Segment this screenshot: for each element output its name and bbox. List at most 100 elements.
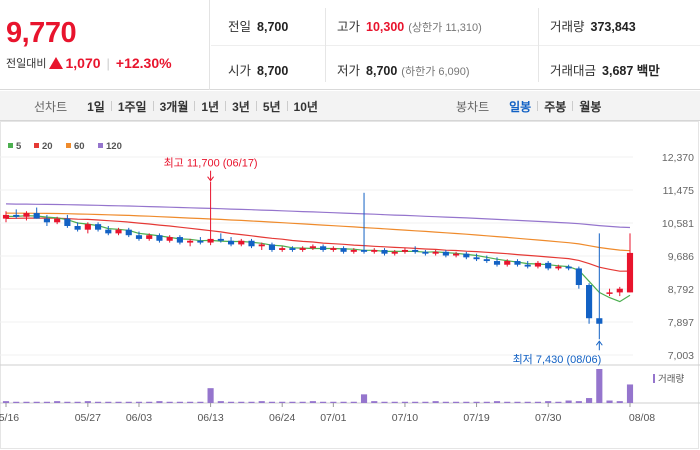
candle-body xyxy=(2,214,10,219)
legend-swatch xyxy=(34,143,39,148)
chart-period-tabbar: 선차트 1일 1주일 3개월 1년 3년 5년 10년 봉차트 일봉 주봉 월봉 xyxy=(0,91,700,121)
legend-label: 5 xyxy=(16,141,22,152)
candle-body xyxy=(626,252,634,293)
change-percent: +12.30% xyxy=(115,55,172,71)
candle-body xyxy=(217,238,224,241)
volume-bar xyxy=(125,401,132,403)
line-period-tab-2[interactable]: 3개월 xyxy=(159,99,189,114)
candle-period-tab-2[interactable]: 월봉 xyxy=(579,99,602,114)
line-period-tab-6[interactable]: 10년 xyxy=(293,99,318,114)
volume-bar xyxy=(330,401,337,403)
candle-body xyxy=(514,261,521,265)
candle-body xyxy=(279,248,286,250)
low-arrow-head xyxy=(595,340,603,346)
volume-bar xyxy=(268,401,276,403)
candle-body xyxy=(320,246,327,250)
y-tick-label: 7,897 xyxy=(668,317,694,329)
current-price: 9,770 xyxy=(6,17,77,49)
amount-value: 3,687 백만 xyxy=(602,64,660,78)
x-tick-label: 06/13 xyxy=(197,412,223,424)
current-price-box: 9,770 전일대비 1,070 | +12.30% xyxy=(0,0,210,90)
candlestick-chart-svg: 12,370 11,475 10,581 9,686 8,792 7,897 7,003 05… xyxy=(0,121,700,449)
volume-bar xyxy=(64,401,71,403)
line-period-tab-4[interactable]: 3년 xyxy=(232,99,250,114)
line-period-tab-0[interactable]: 1일 xyxy=(87,99,105,114)
tab-separator xyxy=(572,101,574,111)
ma20-line xyxy=(5,217,631,272)
candle-body xyxy=(596,318,603,324)
candle-chart-tabs: 봉차트 일봉 주봉 월봉 xyxy=(456,91,607,121)
volume-bar xyxy=(606,400,613,403)
candle-body xyxy=(105,229,112,234)
candle-body xyxy=(309,246,316,249)
tab-separator xyxy=(255,101,257,111)
legend-label: 60 xyxy=(74,141,85,152)
volume-bar xyxy=(545,401,552,403)
candle-body xyxy=(187,240,194,243)
volume-bar xyxy=(371,401,378,403)
tab-separator xyxy=(286,101,288,111)
volume-bar xyxy=(412,401,419,403)
candle-body xyxy=(176,237,183,243)
x-tick-label: 07/30 xyxy=(535,412,561,424)
volume-bar xyxy=(350,401,357,403)
volume-label: 거래량 xyxy=(550,20,585,34)
x-tick-label: 06/03 xyxy=(126,412,152,424)
ma5-line xyxy=(6,215,631,303)
volume-bar xyxy=(135,401,143,403)
candle-body xyxy=(13,214,20,217)
high-value: 10,300 xyxy=(366,20,405,34)
volume-bar xyxy=(626,384,634,403)
volume-bar xyxy=(616,401,623,403)
candle-body xyxy=(238,240,245,245)
y-tick-label: 11,475 xyxy=(663,185,694,197)
line-period-tab-3[interactable]: 1년 xyxy=(201,99,220,114)
volume-bar xyxy=(13,401,20,403)
y-tick-label: 10,581 xyxy=(662,218,694,230)
candle-body xyxy=(442,251,449,256)
candle-body xyxy=(197,240,204,243)
candle-body xyxy=(330,248,337,250)
volume-bar xyxy=(555,401,562,403)
y-tick-label: 8,792 xyxy=(668,284,694,296)
candle-body xyxy=(371,249,378,252)
stock-chart: 12,370 11,475 10,581 9,686 8,792 7,897 7,003 05… xyxy=(0,121,700,450)
candle-body xyxy=(616,288,623,293)
x-tick-label: 08/08 xyxy=(629,412,655,424)
volume-bar xyxy=(227,401,235,403)
candle-period-tab-0[interactable]: 일봉 xyxy=(509,99,532,114)
column-divider xyxy=(538,8,539,82)
line-chart-label: 선차트 xyxy=(34,99,68,114)
up-arrow-icon xyxy=(49,57,64,69)
candle-body xyxy=(289,248,296,250)
volume-bar xyxy=(432,401,439,403)
price-summary: 9,770 전일대비 1,070 | +12.30% 전일 8,700 고가 10,… xyxy=(0,0,700,90)
lower-limit: (하한가 6,090) xyxy=(401,66,470,78)
volume-bar xyxy=(146,401,153,403)
candle-body xyxy=(23,213,30,217)
volume-bar xyxy=(279,401,286,403)
volume-bar xyxy=(105,401,112,403)
volume-bar xyxy=(442,401,449,403)
candle-body xyxy=(606,292,613,294)
candle-body xyxy=(207,238,214,243)
line-period-tab-5[interactable]: 5년 xyxy=(262,99,281,114)
volume-bar xyxy=(504,401,511,403)
change-row: 전일대비 1,070 | +12.30% xyxy=(6,55,172,71)
tab-separator xyxy=(537,101,539,111)
candle-body xyxy=(64,218,71,226)
candle-body xyxy=(401,249,409,252)
volume-bar xyxy=(2,401,10,403)
line-period-tab-1[interactable]: 1주일 xyxy=(117,99,147,114)
volume-bar xyxy=(23,401,30,403)
candle-body xyxy=(381,249,388,254)
volume-bar xyxy=(360,394,368,403)
candle-period-tab-1[interactable]: 주봉 xyxy=(544,99,567,114)
high-arrow-head xyxy=(207,176,214,182)
candle-body xyxy=(268,244,276,250)
amount-stat: 거래대금 3,687 백만 xyxy=(550,60,660,79)
x-tick-label: 06/24 xyxy=(269,412,295,424)
tab-separator xyxy=(225,101,227,111)
volume-bar xyxy=(258,401,265,403)
volume-bar xyxy=(391,401,398,403)
